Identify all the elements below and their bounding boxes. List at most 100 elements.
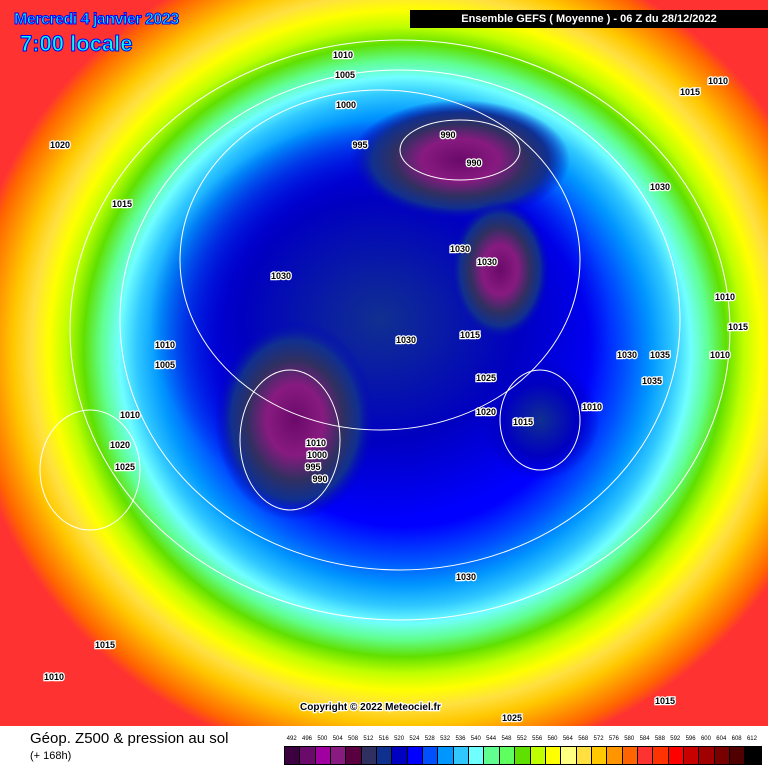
legend-swatch [591, 747, 608, 764]
legend-label: 608 [731, 736, 742, 742]
legend-swatch [683, 747, 700, 764]
isobar-label: 1000 [307, 450, 327, 460]
isobar-label: 1030 [396, 335, 416, 345]
legend-swatch [745, 747, 761, 764]
legend-swatch [438, 747, 454, 764]
isobar-label: 1015 [680, 87, 700, 97]
legend-swatch [515, 747, 531, 764]
legend-label: 576 [608, 736, 619, 742]
isobar-label: 1010 [120, 410, 140, 420]
isobar-label: 1035 [650, 350, 670, 360]
isobar-label: 1010 [333, 50, 353, 60]
legend-swatch [561, 747, 577, 764]
isobar-labels: 1010 1005 1000 995 990 990 1020 1015 1030 1030 103… [43, 49, 750, 725]
legend-label: 588 [654, 736, 665, 742]
isobar-label: 1005 [335, 70, 355, 80]
isobar-label: 1030 [617, 350, 637, 360]
isobar-label: 1020 [110, 440, 130, 450]
legend-swatch [499, 747, 516, 764]
legend-label: 572 [593, 736, 604, 742]
legend-label: 584 [639, 736, 650, 742]
isobar-label: 1030 [450, 244, 470, 254]
legend-swatch [361, 747, 378, 764]
isobar-label: 1010 [715, 292, 735, 302]
legend-label: 532 [440, 736, 451, 742]
isobar-label: 1010 [710, 350, 730, 360]
map-title: Géop. Z500 & pression au sol [30, 730, 229, 747]
legend-swatch [469, 747, 485, 764]
isobar-label: 990 [466, 158, 481, 168]
legend-swatch [300, 747, 316, 764]
isobar-label: 1025 [115, 462, 135, 472]
isobar-label: 1015 [112, 199, 132, 209]
forecast-lead-time: (+ 168h) [30, 750, 72, 762]
legend-label: 544 [486, 736, 497, 742]
legend-label: 600 [700, 736, 711, 742]
legend-swatch [622, 747, 638, 764]
isobar-label: 1030 [456, 572, 476, 582]
isobar-label: 1025 [502, 713, 522, 723]
isobar-label: 1015 [655, 696, 675, 706]
legend-label: 568 [578, 736, 589, 742]
legend-swatch [607, 747, 623, 764]
legend-label: 564 [562, 736, 573, 742]
legend-label: 552 [516, 736, 527, 742]
isobar-label: 1015 [95, 640, 115, 650]
legend-label: 556 [532, 736, 543, 742]
isobar-label: 990 [440, 130, 455, 140]
legend-label: 508 [348, 736, 359, 742]
legend-label: 604 [716, 736, 727, 742]
isobar-label: 1035 [642, 376, 662, 386]
legend-swatch [576, 747, 592, 764]
legend-swatch [392, 747, 408, 764]
legend-label: 548 [501, 736, 512, 742]
legend-label: 592 [670, 736, 681, 742]
legend-label: 492 [286, 736, 297, 742]
legend-label: 524 [409, 736, 420, 742]
isobar-label: 1015 [460, 330, 480, 340]
isobar-label: 1010 [708, 76, 728, 86]
legend-swatch [729, 747, 746, 764]
isobar-label: 1015 [728, 322, 748, 332]
isobar-label: 1010 [155, 340, 175, 350]
isobar-label: 1010 [582, 402, 602, 412]
low-pressure-greenland [215, 320, 375, 520]
isobar-label: 1000 [336, 100, 356, 110]
legend-labels: 492 496 500 504 508 512 516 520 524 528 532 536 540 5… [284, 735, 760, 743]
isobar-label: 1020 [50, 140, 70, 150]
legend-swatch [653, 747, 669, 764]
legend-label: 536 [455, 736, 466, 742]
low-pressure-scandinavia [480, 360, 600, 480]
footer: Géop. Z500 & pression au sol (+ 168h) 49… [0, 726, 768, 768]
legend-swatch [315, 747, 332, 764]
low-pressure-trough [450, 200, 550, 340]
model-run-header: Ensemble GEFS ( Moyenne ) - 06 Z du 28/1… [410, 10, 768, 28]
legend-label: 540 [470, 736, 481, 742]
isobar-label: 990 [312, 474, 327, 484]
legend-swatch [453, 747, 470, 764]
legend-label: 520 [394, 736, 405, 742]
isobar-lines [39, 39, 731, 621]
geopotential-map: 1010 1005 1000 995 990 990 1020 1015 1030 1030 103… [0, 0, 768, 726]
legend-swatch [407, 747, 424, 764]
isobar-label: 1025 [476, 373, 496, 383]
forecast-date: Mercredi 4 janvier 2023 [14, 11, 180, 29]
legend-label: 516 [378, 736, 389, 742]
forecast-time: 7:00 locale [20, 31, 134, 56]
legend-swatch [285, 747, 301, 764]
low-pressure-siberia [350, 100, 570, 220]
isobar-label: 995 [352, 140, 367, 150]
isobar-label: 1005 [155, 360, 175, 370]
legend-label: 496 [302, 736, 313, 742]
legend-swatch [637, 747, 654, 764]
isobar-label: 1030 [271, 271, 291, 281]
legend-swatch [423, 747, 439, 764]
legend-swatch [346, 747, 362, 764]
legend-label: 500 [317, 736, 328, 742]
legend-swatch [668, 747, 684, 764]
legend-label: 504 [332, 736, 343, 742]
legend-label: 596 [685, 736, 696, 742]
legend-label: 512 [363, 736, 374, 742]
legend-label: 528 [424, 736, 435, 742]
isobar-label: 1010 [44, 672, 64, 682]
